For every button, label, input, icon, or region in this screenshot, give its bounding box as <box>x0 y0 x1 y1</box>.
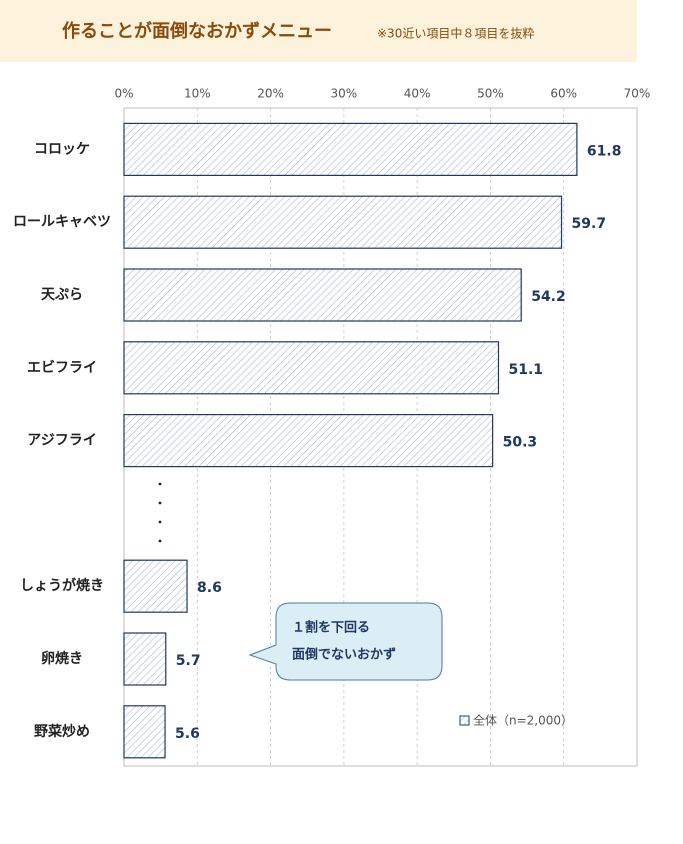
x-tick-label: 70% <box>624 87 651 101</box>
y-tick-label: 卵焼き <box>41 650 83 667</box>
chart-subtitle: ※30近い項目中８項目を抜粋 <box>377 26 534 41</box>
y-tick-label: ロールキャベツ <box>13 214 111 230</box>
value-label: 54.2 <box>531 289 566 305</box>
title-box <box>0 0 637 62</box>
legend-label: 全体（n=2,000） <box>473 713 573 728</box>
annotation: １割を下回る <box>292 620 370 636</box>
y-tick-label: アジフライ <box>27 433 96 449</box>
y-tick-label: エビフライ <box>27 360 97 376</box>
x-tick-label: 60% <box>550 87 577 101</box>
ellipsis <box>158 482 162 543</box>
x-tick-label: 50% <box>477 87 504 101</box>
x-tick-label: 0% <box>114 87 133 101</box>
value-label: 8.6 <box>197 580 222 596</box>
value-label: 5.6 <box>175 726 200 742</box>
bar <box>123 414 494 468</box>
bar <box>123 632 167 686</box>
x-tick-label: 40% <box>404 87 431 101</box>
y-tick-label: 天ぷら <box>41 287 83 303</box>
y-tick-label: しょうが焼き <box>20 577 104 594</box>
bar <box>123 559 188 613</box>
x-tick-label: 30% <box>331 87 358 101</box>
value-label: 5.7 <box>176 653 201 669</box>
x-tick-label: 20% <box>257 87 284 101</box>
value-label: 50.3 <box>503 435 538 451</box>
y-tick-label: 野菜炒め <box>34 723 90 740</box>
chart-title: 作ることが面倒なおかずメニュー <box>62 20 332 42</box>
annotation: 面倒でないおかず <box>292 647 396 663</box>
y-tick-label: コロッケ <box>34 141 90 157</box>
bar <box>123 122 578 177</box>
callout <box>248 602 443 681</box>
x-tick-label: 10% <box>184 87 211 101</box>
bar <box>123 268 522 322</box>
bar <box>123 341 500 395</box>
value-label: 51.1 <box>508 362 543 378</box>
bar <box>123 195 563 249</box>
value-label: 59.7 <box>572 216 607 232</box>
bar <box>123 705 166 759</box>
value-label: 61.8 <box>587 143 622 159</box>
legend-swatch <box>459 715 470 726</box>
